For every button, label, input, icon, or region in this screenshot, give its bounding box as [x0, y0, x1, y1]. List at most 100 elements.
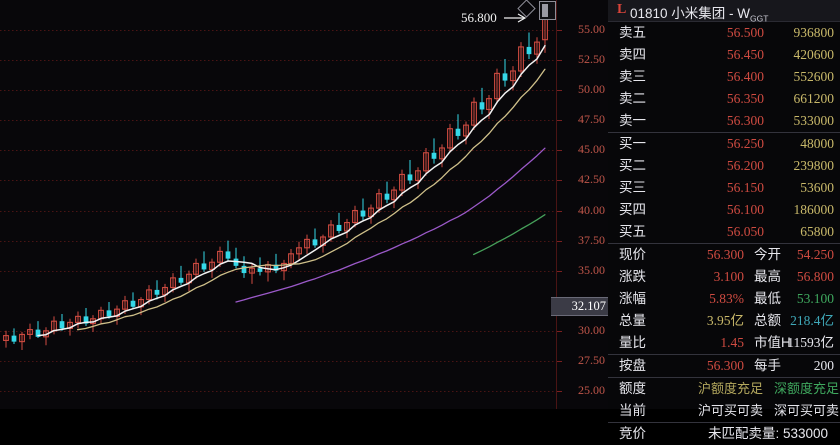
bid-level-row[interactable]: 买三 56.150 53600 — [608, 177, 840, 199]
panel-toggle-icon[interactable] — [539, 1, 556, 20]
bid-level-price: 56.200 — [726, 158, 764, 173]
price-axis-dash — [557, 210, 562, 212]
bid-level-price: 56.050 — [726, 224, 764, 239]
bid-level-volume: 48000 — [800, 136, 834, 151]
stat-label-left: 涨跌 — [619, 269, 646, 284]
quote-header: L 01810 小米集团 - WGGT — [608, 0, 840, 24]
price-axis-dash — [557, 150, 562, 152]
stat-label-left: 总量 — [619, 313, 646, 328]
current-price-marker-value: 32.107 — [571, 299, 606, 314]
bid-level-volume: 65800 — [800, 224, 834, 239]
ask-level-row[interactable]: 卖一 56.300 533000 — [608, 110, 840, 132]
stat-label-left: 涨幅 — [619, 291, 646, 306]
stat-label-right: 最高 — [754, 269, 781, 284]
bid-level-label: 买一 — [619, 136, 646, 151]
stat-value-right: 53.100 — [796, 291, 834, 306]
ask-level-volume: 661200 — [793, 91, 835, 106]
stat-value-left: 3.95亿 — [706, 313, 744, 328]
instrument-title: 01810 小米集团 - WGGT — [630, 6, 769, 24]
hand-label-1: 按盘 — [619, 358, 646, 373]
ask-level-row[interactable]: 卖五 56.500 936800 — [608, 22, 840, 44]
stat-value-left: 56.300 — [706, 247, 744, 262]
bid-level-volume: 53600 — [800, 180, 834, 195]
stat-label-right: 市值H — [754, 335, 791, 350]
bid-levels: 买一 56.250 48000 买二 56.200 239800 买三 56.150 53600… — [608, 133, 840, 243]
price-axis-tick: 52.50 — [578, 52, 605, 67]
ask-level-label: 卖四 — [619, 47, 646, 62]
hand-value-1: 56.300 — [706, 358, 744, 373]
stat-row: 涨幅 5.83% 最低 53.100 — [608, 288, 840, 310]
ask-level-label: 卖一 — [619, 113, 646, 128]
bid-level-price: 56.250 — [726, 136, 764, 151]
auction-value: 未匹配卖量: 533000 — [708, 426, 829, 441]
hand-row: 按盘 56.300 每手 200 — [608, 355, 840, 377]
current-price-marker: 32.107 — [551, 297, 609, 317]
price-axis-dash — [557, 270, 562, 272]
price-axis-tick: 40.00 — [578, 202, 605, 217]
price-axis-tick: 27.50 — [578, 352, 605, 367]
current-sz-status: 深可买可卖 — [774, 403, 840, 418]
ask-level-price: 56.350 — [726, 91, 764, 106]
ask-level-volume: 936800 — [793, 25, 835, 40]
price-axis-dash — [557, 330, 562, 332]
stat-row: 总量 3.95亿 总额 218.4亿 — [608, 310, 840, 332]
bid-level-row[interactable]: 买四 56.100 186000 — [608, 199, 840, 221]
stat-value-left: 3.100 — [713, 269, 744, 284]
price-axis-tick: 30.00 — [578, 322, 605, 337]
bid-level-label: 买二 — [619, 158, 646, 173]
quota-sz-status: 深额度充足 — [774, 381, 840, 396]
price-axis-dash — [557, 390, 562, 392]
bid-level-row[interactable]: 买二 56.200 239800 — [608, 155, 840, 177]
stat-row: 现价 56.300 今开 54.250 — [608, 244, 840, 266]
price-axis-dash — [557, 30, 562, 32]
market-flag: L — [617, 2, 627, 17]
stat-value-left: 5.83% — [709, 291, 744, 306]
current-row: 当前 沪可买可卖 深可买可卖 — [608, 400, 840, 422]
candlestick-chart[interactable]: 56.800 — [0, 0, 556, 409]
hand-label-2: 每手 — [754, 358, 781, 373]
instrument-subscript: GGT — [750, 13, 769, 24]
quota-row: 额度 沪额度充足 深额度充足 — [608, 378, 840, 400]
price-axis-dash — [557, 60, 562, 62]
quota-label: 额度 — [619, 381, 646, 396]
ask-levels: 卖五 56.500 936800 卖四 56.450 420600 卖三 56.400 5526… — [608, 22, 840, 132]
bid-level-volume: 239800 — [793, 158, 835, 173]
ask-level-label: 卖三 — [619, 69, 646, 84]
bid-level-row[interactable]: 买五 56.050 65800 — [608, 221, 840, 243]
price-axis-dash — [557, 360, 562, 362]
ask-level-row[interactable]: 卖二 56.350 661200 — [608, 88, 840, 110]
price-axis-tick: 47.50 — [578, 112, 605, 127]
stat-value-right: 54.250 — [796, 247, 834, 262]
bid-level-price: 56.150 — [726, 180, 764, 195]
ask-level-price: 56.400 — [726, 69, 764, 84]
ask-level-volume: 420600 — [793, 47, 835, 62]
auction-label: 竞价 — [619, 426, 646, 441]
price-axis-dash — [557, 120, 562, 122]
price-axis-dash — [557, 180, 562, 182]
stat-label-right: 今开 — [754, 247, 781, 262]
price-axis-tick: 42.50 — [578, 172, 605, 187]
price-axis-tick: 45.00 — [578, 142, 605, 157]
ask-level-row[interactable]: 卖四 56.450 420600 — [608, 44, 840, 66]
bid-level-volume: 186000 — [793, 202, 835, 217]
price-axis-dash — [557, 90, 562, 92]
price-axis-tick: 25.00 — [578, 382, 605, 397]
quote-panel: L 01810 小米集团 - WGGT 卖五 56.500 936800 卖四 56.4… — [608, 0, 840, 441]
current-label: 当前 — [619, 403, 646, 418]
hand-divider — [608, 354, 840, 355]
price-axis-tick: 55.00 — [578, 22, 605, 37]
stat-row: 涨跌 3.100 最高 56.800 — [608, 266, 840, 288]
bid-level-row[interactable]: 买一 56.250 48000 — [608, 133, 840, 155]
stats-table: 现价 56.300 今开 54.250 涨跌 3.100 最高 56.800 涨幅 5.83% 最低… — [608, 244, 840, 354]
ask-level-label: 卖二 — [619, 91, 646, 106]
bid-level-label: 买三 — [619, 180, 646, 195]
stat-value-right: 11593亿 — [787, 335, 834, 350]
stat-label-right: 最低 — [754, 291, 781, 306]
ask-level-volume: 533000 — [793, 113, 835, 128]
price-axis-tick: 35.00 — [578, 262, 605, 277]
stat-label-left: 量比 — [619, 335, 646, 350]
quota-sh-status: 沪额度充足 — [698, 381, 764, 396]
ask-level-row[interactable]: 卖三 56.400 552600 — [608, 66, 840, 88]
stat-row: 量比 1.45 市值H 11593亿 — [608, 332, 840, 354]
